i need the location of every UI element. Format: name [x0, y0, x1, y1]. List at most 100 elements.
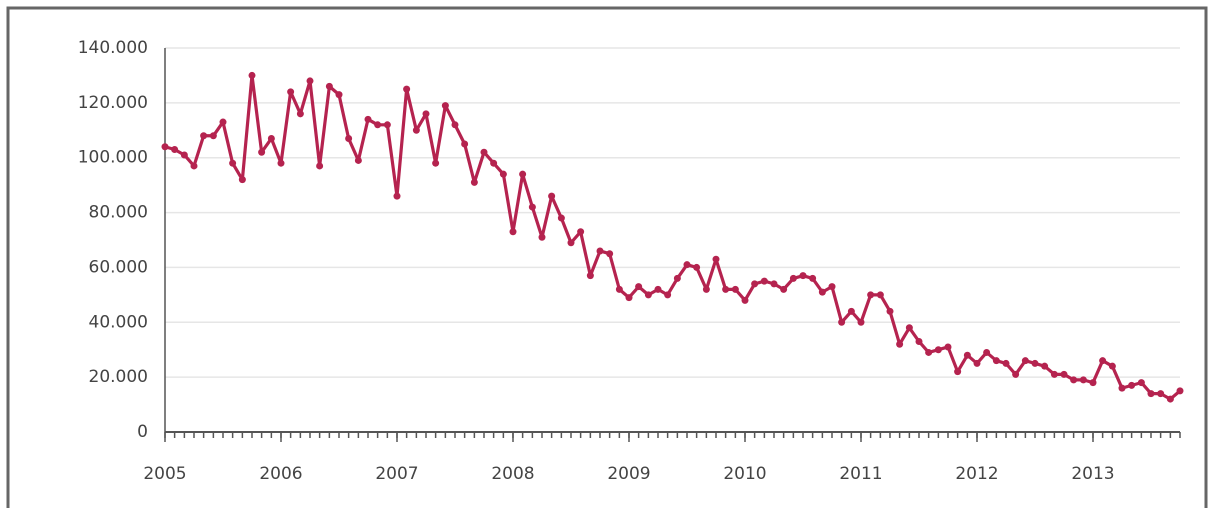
- point: [693, 263, 701, 271]
- point: [1050, 370, 1058, 378]
- point: [567, 239, 575, 247]
- point: [364, 115, 372, 123]
- point: [1089, 379, 1097, 387]
- point: [519, 170, 527, 178]
- point: [1031, 359, 1039, 367]
- point: [499, 170, 507, 178]
- point: [412, 126, 420, 134]
- point: [896, 340, 904, 348]
- point: [644, 291, 652, 299]
- y-tick-label: 0: [137, 422, 148, 442]
- point: [335, 91, 343, 99]
- y-tick-label: 20.000: [89, 367, 148, 387]
- point: [1012, 370, 1020, 378]
- point: [180, 151, 188, 159]
- y-tick-label: 100.000: [78, 148, 148, 168]
- point: [983, 348, 991, 356]
- y-tick-label: 40.000: [89, 312, 148, 332]
- point: [557, 214, 565, 222]
- point: [528, 203, 536, 211]
- point: [702, 285, 710, 293]
- point: [548, 192, 556, 200]
- point: [209, 132, 217, 140]
- point: [267, 135, 275, 143]
- point: [432, 159, 440, 167]
- point: [219, 118, 227, 126]
- point: [635, 283, 643, 291]
- point: [963, 351, 971, 359]
- point: [441, 102, 449, 110]
- point: [664, 291, 672, 299]
- point: [1002, 359, 1010, 367]
- point: [606, 250, 614, 258]
- series-line: [164, 73, 1182, 401]
- y-tick-label: 80.000: [89, 203, 148, 223]
- point: [731, 285, 739, 293]
- point: [325, 82, 333, 90]
- point: [625, 294, 633, 302]
- point: [229, 159, 237, 167]
- point: [277, 159, 285, 167]
- point: [1041, 362, 1049, 370]
- point: [944, 343, 952, 351]
- point: [238, 176, 246, 184]
- point: [161, 143, 169, 151]
- point: [306, 77, 314, 85]
- point: [345, 135, 353, 143]
- x-tick-label: 2007: [375, 464, 418, 484]
- point: [867, 291, 875, 299]
- point: [1176, 387, 1184, 395]
- point: [915, 337, 923, 345]
- point: [200, 132, 208, 140]
- y-tick-label: 120.000: [78, 93, 148, 113]
- x-tick-label: 2006: [259, 464, 302, 484]
- point: [789, 274, 797, 282]
- point: [751, 280, 759, 288]
- point: [451, 121, 459, 129]
- point: [799, 272, 807, 280]
- point: [490, 159, 498, 167]
- frame: [6, 6, 1208, 508]
- point: [973, 359, 981, 367]
- point: [1099, 357, 1107, 365]
- point: [393, 192, 401, 200]
- x-tick-label: 2010: [723, 464, 766, 484]
- point: [615, 285, 623, 293]
- point: [1108, 362, 1116, 370]
- x-tick-label: 2012: [955, 464, 998, 484]
- point: [1128, 381, 1136, 389]
- point: [509, 228, 517, 236]
- x-tick-label: 2008: [491, 464, 534, 484]
- x-tick-label: 2011: [839, 464, 882, 484]
- point: [992, 357, 1000, 365]
- point: [712, 255, 720, 263]
- point: [722, 285, 730, 293]
- point: [1070, 376, 1078, 384]
- point: [1118, 384, 1126, 392]
- point: [683, 261, 691, 269]
- point: [422, 110, 430, 118]
- point: [296, 110, 304, 118]
- point: [1021, 357, 1029, 365]
- point: [838, 318, 846, 326]
- point: [316, 162, 324, 170]
- point: [673, 274, 681, 282]
- point: [654, 285, 662, 293]
- point: [461, 140, 469, 148]
- point: [1060, 370, 1068, 378]
- point: [1157, 390, 1165, 398]
- point: [1137, 379, 1145, 387]
- point: [847, 307, 855, 315]
- point: [596, 247, 604, 255]
- point: [480, 148, 488, 156]
- y-tick-label: 140.000: [78, 38, 148, 58]
- point: [954, 368, 962, 376]
- point: [818, 288, 826, 296]
- point: [171, 145, 179, 153]
- point: [258, 148, 266, 156]
- point: [190, 162, 198, 170]
- y-tick-label: 60.000: [89, 257, 148, 277]
- point: [248, 71, 256, 79]
